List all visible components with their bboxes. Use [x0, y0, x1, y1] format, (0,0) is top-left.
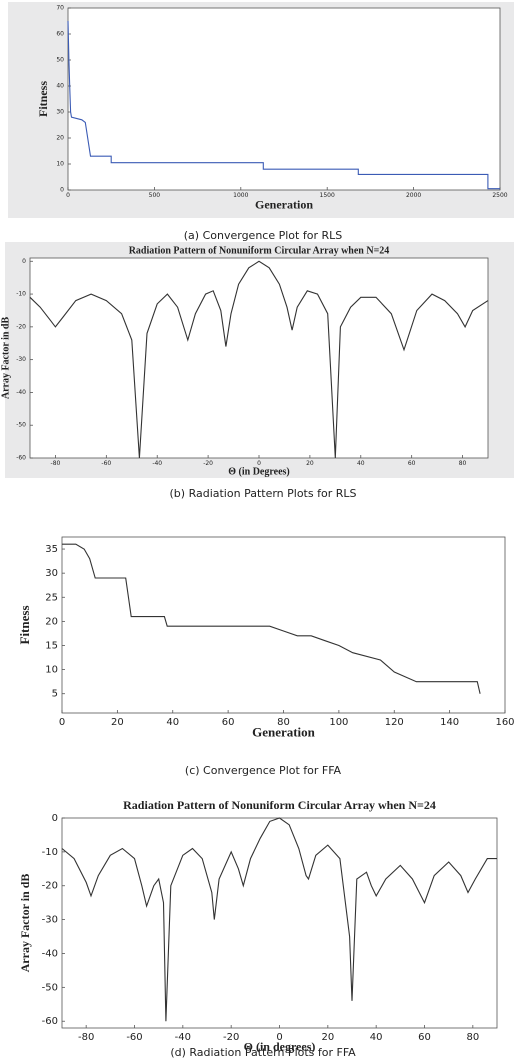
y-axis-label: Fitness — [17, 606, 32, 645]
x-tick-label: -20 — [223, 1032, 239, 1043]
x-axis-label: Generation — [255, 197, 313, 211]
x-tick-label: 80 — [277, 717, 290, 728]
y-tick-label: 20 — [56, 135, 64, 142]
y-tick-label: -50 — [42, 982, 58, 993]
y-tick-label: 30 — [56, 109, 64, 116]
y-tick-label: -40 — [16, 389, 26, 396]
x-axis-label: Θ (in degrees) — [244, 1039, 316, 1053]
x-tick-label: 1000 — [233, 192, 248, 199]
y-axis-label: Fitness — [36, 81, 50, 117]
x-tick-label: 20 — [306, 460, 314, 467]
y-tick-label: -20 — [42, 881, 58, 892]
y-tick-label: -10 — [16, 291, 26, 298]
x-tick-label: -60 — [101, 460, 111, 467]
x-tick-label: 60 — [418, 1032, 431, 1043]
x-tick-label: 120 — [385, 717, 404, 728]
caption: (d) Radiation Pattern Plots for FFA — [170, 1046, 356, 1059]
y-tick-label: 0 — [22, 258, 26, 265]
data-line — [61, 817, 497, 1022]
x-tick-label: 500 — [149, 192, 161, 199]
y-tick-label: 15 — [45, 640, 58, 651]
plot-area — [61, 817, 498, 1029]
y-tick-label: 25 — [45, 592, 58, 603]
y-tick-label: -30 — [42, 915, 58, 926]
y-axis-label: Array Factor in dB — [0, 317, 11, 400]
chart-title: Radiation Pattern of Nonuniform Circular… — [123, 798, 436, 812]
y-tick-label: 40 — [56, 83, 64, 90]
x-tick-label: 0 — [59, 717, 65, 728]
y-tick-label: 70 — [56, 5, 64, 12]
x-tick-label: 140 — [440, 717, 459, 728]
y-tick-label: -40 — [42, 948, 58, 959]
data-line — [29, 260, 489, 459]
x-tick-label: 60 — [222, 717, 235, 728]
x-tick-label: 0 — [257, 460, 261, 467]
caption: (b) Radiation Pattern Plots for RLS — [170, 487, 357, 500]
x-tick-label: 2000 — [406, 192, 421, 199]
chart-title: Radiation Pattern of Nonuniform Circular… — [129, 245, 390, 256]
x-axis-label: Generation — [252, 724, 316, 739]
x-tick-label: 40 — [166, 717, 179, 728]
x-tick-label: -60 — [126, 1032, 142, 1043]
y-tick-label: -20 — [16, 323, 26, 330]
x-axis-label: Θ (in Degrees) — [228, 466, 289, 477]
x-tick-label: -40 — [152, 460, 162, 467]
caption: (a) Convergence Plot for RLS — [184, 229, 342, 242]
y-tick-label: -60 — [42, 1016, 58, 1027]
x-tick-label: 80 — [466, 1032, 479, 1043]
plot-area — [61, 536, 506, 714]
x-tick-label: 80 — [459, 460, 467, 467]
y-tick-label: 5 — [52, 689, 58, 700]
caption: (c) Convergence Plot for FFA — [185, 764, 342, 777]
y-axis-label: Array Factor in dB — [18, 874, 32, 973]
y-tick-label: 0 — [52, 813, 58, 824]
y-tick-label: 20 — [45, 616, 58, 627]
x-tick-label: 1500 — [320, 192, 335, 199]
y-tick-label: 10 — [45, 665, 58, 676]
x-tick-label: 20 — [111, 717, 124, 728]
x-tick-label: 20 — [321, 1032, 334, 1043]
data-line — [67, 20, 500, 190]
y-tick-label: -30 — [16, 356, 26, 363]
y-tick-label: -50 — [16, 422, 26, 429]
y-tick-label: 10 — [56, 161, 64, 168]
x-tick-label: 160 — [495, 717, 514, 728]
y-tick-label: 0 — [60, 187, 64, 194]
y-tick-label: -60 — [16, 455, 26, 462]
x-tick-label: 40 — [357, 460, 365, 467]
y-tick-label: 30 — [45, 568, 58, 579]
y-tick-label: 35 — [45, 544, 58, 555]
plot-area — [67, 7, 501, 191]
x-tick-label: 2500 — [492, 192, 507, 199]
plot-area — [29, 257, 489, 459]
y-tick-label: 50 — [56, 57, 64, 64]
x-tick-label: -80 — [51, 460, 61, 467]
x-tick-label: 0 — [276, 1032, 282, 1043]
x-tick-label: 0 — [66, 192, 70, 199]
y-tick-label: 60 — [56, 31, 64, 38]
x-tick-label: 60 — [408, 460, 416, 467]
data-line — [62, 543, 481, 694]
x-tick-label: 40 — [370, 1032, 383, 1043]
x-tick-label: 100 — [329, 717, 348, 728]
x-tick-label: -20 — [203, 460, 213, 467]
x-tick-label: -40 — [175, 1032, 191, 1043]
y-tick-label: -10 — [42, 847, 58, 858]
x-tick-label: -80 — [78, 1032, 94, 1043]
